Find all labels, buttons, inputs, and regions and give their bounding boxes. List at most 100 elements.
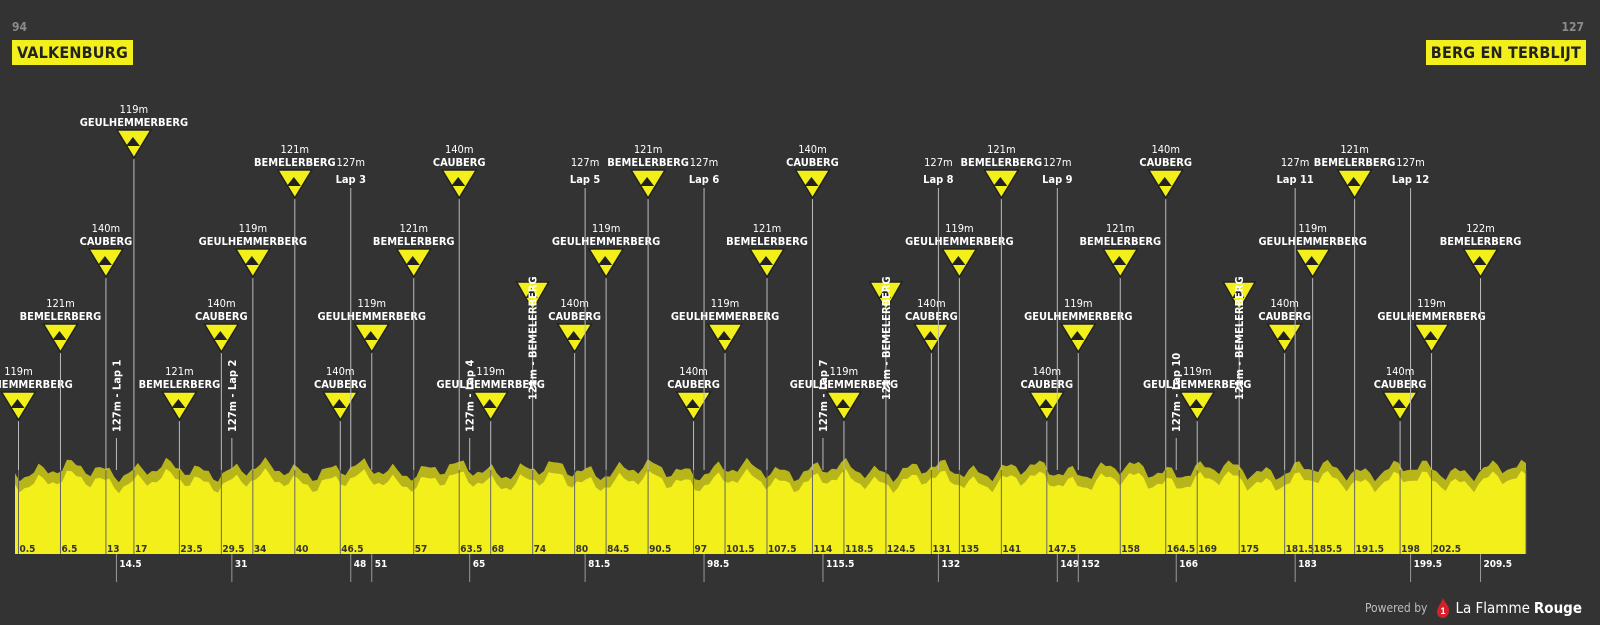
lap-label: Lap 5 <box>570 173 601 186</box>
km-label: 51 <box>375 559 388 570</box>
km-label: 166 <box>1179 559 1198 570</box>
footer: Powered by 1 La Flamme Rouge <box>1365 598 1582 618</box>
km-label: 81.5 <box>588 559 610 570</box>
mountain-icon <box>566 331 581 340</box>
km-label: 141 <box>1002 544 1021 555</box>
climb-altitude: 119m <box>357 297 386 310</box>
mountain-icon <box>451 177 466 186</box>
climb-name: BEMELERBERG <box>726 235 808 248</box>
km-label: 65 <box>473 559 486 570</box>
climb-name: CAUBERG <box>80 235 133 248</box>
km-label: 40 <box>296 544 309 555</box>
climb-name: CAUBERG <box>1374 378 1427 391</box>
start-altitude: 94 <box>12 20 28 34</box>
km-label: 169 <box>1198 544 1217 555</box>
km-label: 31 <box>235 559 248 570</box>
km-label: 147.5 <box>1048 544 1076 555</box>
km-label: 46.5 <box>341 544 363 555</box>
start-location: VALKENBURG <box>12 40 133 65</box>
mountain-icon <box>759 256 774 265</box>
lap-label: Lap 6 <box>689 173 720 186</box>
climb-name: CAUBERG <box>1258 310 1311 323</box>
climb-name: GEULHEMMERBERG <box>1143 378 1251 391</box>
km-label: 90.5 <box>649 544 671 555</box>
climb-name: CAUBERG <box>1139 156 1192 169</box>
climb-altitude: 140m <box>560 297 589 310</box>
lap-label: 127m - Lap 2 <box>226 360 239 432</box>
lap-altitude: 127m <box>1281 156 1310 169</box>
km-label: 202.5 <box>1433 544 1461 555</box>
brand-name-bold: Rouge <box>1533 599 1582 617</box>
km-label: 13 <box>107 544 120 555</box>
climb-altitude: 140m <box>679 365 708 378</box>
km-label: 114 <box>813 544 832 555</box>
climb-altitude: 140m <box>917 297 946 310</box>
climb-name: CAUBERG <box>1020 378 1073 391</box>
climb-altitude: 140m <box>1270 297 1299 310</box>
mountain-icon <box>685 399 700 408</box>
mountain-icon <box>213 331 228 340</box>
climb-label: 121m - BEMELERBERG <box>527 276 540 400</box>
km-label: 175 <box>1240 544 1259 555</box>
climb-name: CAUBERG <box>905 310 958 323</box>
km-label: 17 <box>135 544 148 555</box>
climb-name: GEULHEMMERBERG <box>436 378 544 391</box>
lap-label: 127m - Lap 7 <box>817 360 830 432</box>
mountain-icon <box>1346 177 1361 186</box>
climb-altitude: 140m <box>1386 365 1415 378</box>
climb-name: GEULHEMMERBERG <box>905 235 1013 248</box>
mountain-icon <box>405 256 420 265</box>
lap-altitude: 127m <box>337 156 366 169</box>
climb-altitude: 121m <box>753 222 782 235</box>
climb-altitude: 119m <box>830 365 859 378</box>
km-label: 48 <box>354 559 367 570</box>
climb-name: BEMELERBERG <box>607 156 689 169</box>
climb-altitude: 121m <box>987 143 1016 156</box>
mountain-icon <box>1423 331 1438 340</box>
climb-altitude: 119m <box>592 222 621 235</box>
km-label: 149 <box>1060 559 1079 570</box>
mountain-icon <box>1392 399 1407 408</box>
lap-label: Lap 8 <box>923 173 954 186</box>
climb-altitude: 140m <box>92 222 121 235</box>
climb-altitude: 140m <box>326 365 355 378</box>
mountain-icon <box>923 331 938 340</box>
km-label: 68 <box>492 544 505 555</box>
climb-name: GEULHEMMERBERG <box>671 310 779 323</box>
finish-location: BERG EN TERBLIJT <box>1425 40 1586 65</box>
climb-name: GEULHEMMERBERG <box>318 310 426 323</box>
mountain-icon <box>951 256 966 265</box>
climb-altitude: 140m <box>798 143 827 156</box>
climb-altitude: 121m <box>634 143 663 156</box>
km-label: 118.5 <box>845 544 873 555</box>
lap-label: 127m - Lap 4 <box>464 360 477 432</box>
lap-altitude: 127m <box>1396 156 1425 169</box>
lap-label: Lap 9 <box>1042 173 1073 186</box>
climb-altitude: 119m <box>945 222 974 235</box>
climb-name: CAUBERG <box>195 310 248 323</box>
climb-name: BEMELERBERG <box>1440 235 1522 248</box>
km-label: 164.5 <box>1167 544 1195 555</box>
climb-altitude: 121m <box>281 143 310 156</box>
climb-name: CAUBERG <box>786 156 839 169</box>
mountain-icon <box>598 256 613 265</box>
lap-label: 127m - Lap 10 <box>1170 353 1183 432</box>
mountain-icon <box>1472 256 1487 265</box>
climb-name: BEMELERBERG <box>254 156 336 169</box>
climb-name: BEMELERBERG <box>20 310 102 323</box>
km-label: 158 <box>1121 544 1140 555</box>
climb-altitude: 121m <box>46 297 75 310</box>
climb-altitude: 119m <box>1298 222 1327 235</box>
climb-name: GEULHEMMERBERG <box>0 378 73 391</box>
climb-altitude: 122m <box>1466 222 1495 235</box>
km-label: 57 <box>415 544 428 555</box>
mountain-icon <box>878 288 891 298</box>
km-label: 135 <box>960 544 979 555</box>
mountain-icon <box>171 399 186 408</box>
km-label: 98.5 <box>707 559 729 570</box>
lap-altitude: 127m <box>571 156 600 169</box>
climb-name: GEULHEMMERBERG <box>790 378 898 391</box>
km-label: 14.5 <box>119 559 141 570</box>
km-label: 115.5 <box>826 559 854 570</box>
mountain-icon <box>244 256 259 265</box>
